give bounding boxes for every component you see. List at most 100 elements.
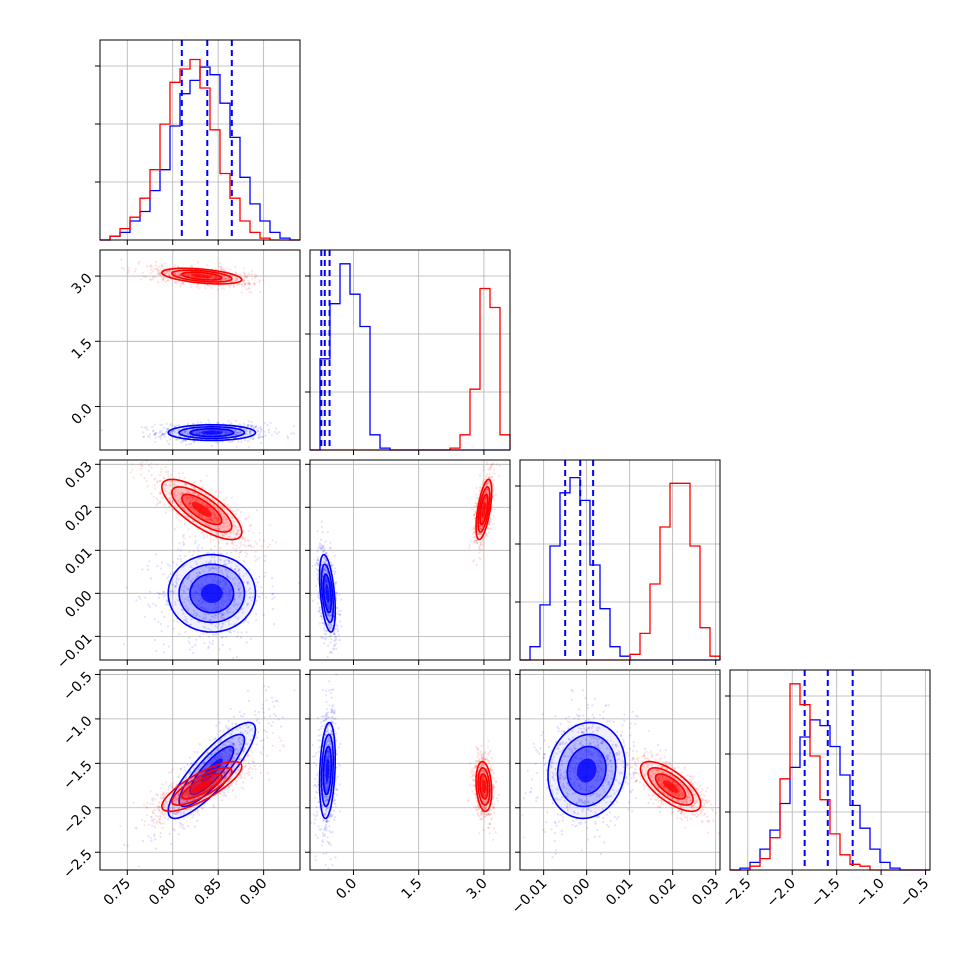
sample-point xyxy=(192,550,195,553)
sample-point xyxy=(159,430,162,433)
sample-point xyxy=(335,647,338,651)
sample-point xyxy=(201,429,204,432)
sample-point xyxy=(243,712,246,716)
sample-point xyxy=(335,673,338,676)
sample-point xyxy=(125,586,128,589)
sample-point xyxy=(322,852,325,855)
sample-point xyxy=(334,638,337,642)
sample-point xyxy=(627,808,630,811)
sample-point xyxy=(316,593,320,597)
sample-point xyxy=(239,273,242,276)
sample-point xyxy=(247,446,251,449)
sample-point xyxy=(218,429,222,432)
sample-point xyxy=(620,734,623,738)
sample-point xyxy=(240,440,243,444)
sample-point xyxy=(163,590,166,594)
sample-point xyxy=(159,268,162,271)
sample-point xyxy=(233,429,236,432)
sample-point xyxy=(237,282,241,286)
sample-point xyxy=(326,711,329,714)
sample-point xyxy=(521,814,524,817)
sample-point xyxy=(251,424,254,427)
sample-point xyxy=(246,689,249,692)
sample-point xyxy=(335,793,338,796)
sample-point xyxy=(123,843,126,846)
sample-point xyxy=(143,426,146,429)
sample-point xyxy=(206,264,209,267)
sample-point xyxy=(243,439,247,442)
sample-point xyxy=(573,717,576,720)
sample-point xyxy=(219,266,222,269)
sample-point xyxy=(321,618,324,621)
sample-point xyxy=(222,287,226,290)
sample-point xyxy=(551,802,555,805)
sample-point xyxy=(180,432,183,435)
sample-point xyxy=(172,627,175,630)
panel-3-3 xyxy=(730,670,930,870)
sample-point xyxy=(183,430,186,433)
sample-point xyxy=(598,714,602,717)
sample-point xyxy=(275,432,278,435)
sample-point xyxy=(177,548,180,551)
sample-point xyxy=(149,577,153,580)
sample-point xyxy=(152,429,155,432)
sample-point xyxy=(259,425,262,428)
sample-point xyxy=(257,433,260,436)
sample-point xyxy=(540,734,543,737)
sample-point xyxy=(267,685,270,689)
sample-point xyxy=(190,264,193,267)
sample-point xyxy=(188,648,191,651)
sample-point xyxy=(586,703,589,707)
sample-point xyxy=(211,642,214,645)
sample-point xyxy=(317,825,320,828)
sample-point xyxy=(526,769,529,772)
sample-point xyxy=(196,432,199,435)
sample-point xyxy=(236,431,239,434)
sample-point xyxy=(317,547,320,550)
sample-point xyxy=(321,545,324,548)
sample-point xyxy=(188,642,191,645)
sample-point xyxy=(196,750,199,754)
sample-point xyxy=(180,560,183,563)
sample-point xyxy=(206,552,209,555)
sample-point xyxy=(233,431,237,434)
sample-point xyxy=(320,844,323,847)
sample-point xyxy=(153,638,156,642)
sample-point xyxy=(334,722,337,725)
sample-point xyxy=(327,867,330,870)
sample-point xyxy=(535,748,538,752)
sample-point xyxy=(144,276,147,279)
sample-point xyxy=(255,719,258,722)
sample-point xyxy=(244,619,247,623)
sample-point xyxy=(612,720,616,724)
sample-point xyxy=(163,432,166,436)
sample-point xyxy=(196,421,199,424)
sample-point xyxy=(154,432,157,435)
sample-point xyxy=(207,419,210,422)
sample-point xyxy=(154,264,157,267)
sample-point xyxy=(258,435,261,438)
sample-point xyxy=(609,820,612,823)
sample-point xyxy=(553,839,556,843)
sample-point xyxy=(333,815,337,819)
sample-point xyxy=(587,717,590,721)
sample-point xyxy=(259,436,262,439)
sample-point xyxy=(197,433,200,436)
sample-point xyxy=(245,429,248,432)
sample-point xyxy=(195,638,198,641)
sample-point xyxy=(154,432,157,435)
sample-point xyxy=(551,856,554,859)
sample-point xyxy=(604,705,607,708)
sample-point xyxy=(210,286,213,289)
sample-point xyxy=(271,597,274,601)
sample-point xyxy=(272,713,276,716)
sample-point xyxy=(631,810,634,813)
sample-point xyxy=(536,796,540,799)
sample-point xyxy=(571,823,574,826)
sample-point xyxy=(555,824,558,828)
sample-point xyxy=(151,278,154,281)
sample-point xyxy=(316,576,319,579)
sample-point xyxy=(316,556,319,559)
sample-point xyxy=(240,291,243,294)
sample-point xyxy=(257,437,260,440)
